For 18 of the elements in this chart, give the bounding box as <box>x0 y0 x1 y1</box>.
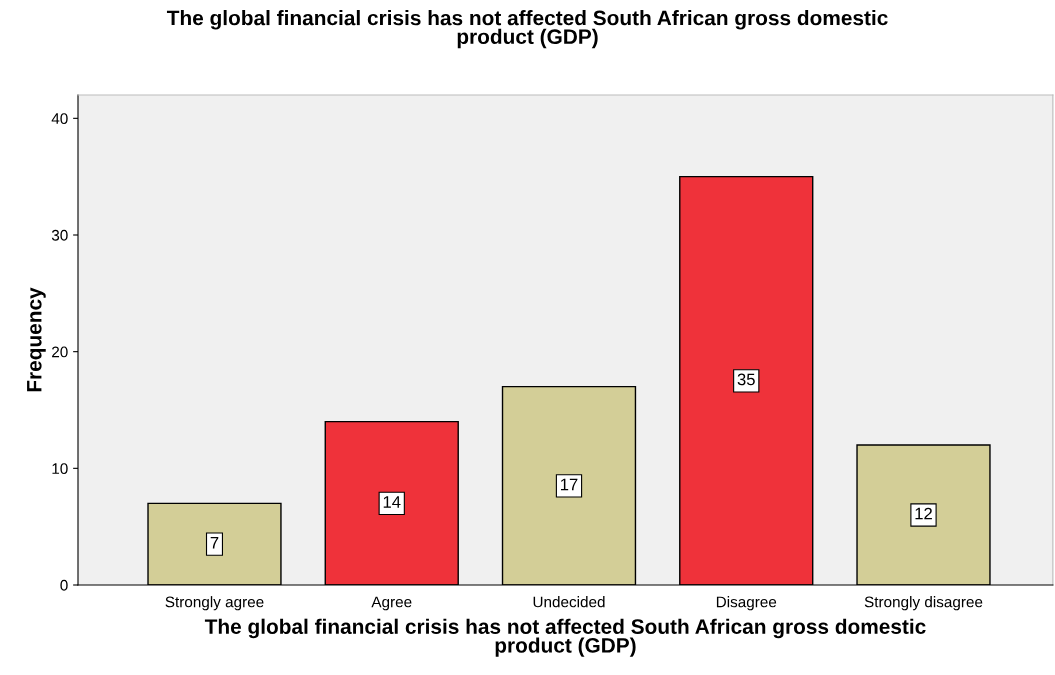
y-tick-label: 20 <box>52 346 68 358</box>
x-tick-label: Disagree <box>716 596 777 611</box>
x-tick-label: Strongly agree <box>165 596 264 611</box>
y-tick-label: 30 <box>51 229 68 241</box>
x-tick-label: Undecided <box>533 596 605 608</box>
data-label: 7 <box>210 537 219 549</box>
y-axis-title: Frequency <box>27 287 46 392</box>
y-tick-label: 0 <box>60 579 68 591</box>
y-tick-label: 10 <box>52 463 68 475</box>
y-tick-label: 40 <box>51 113 68 125</box>
chart-title: The global financial crisis has not affected South African gross domestic product (GDP) <box>166 10 888 49</box>
x-axis-title: The global financial crisis has not affected South African gross domestic product (GDP) <box>204 618 926 657</box>
data-label: 14 <box>383 496 401 508</box>
data-label: 17 <box>560 478 578 491</box>
x-tick-label: Agree <box>371 596 412 611</box>
data-label: 12 <box>915 507 932 520</box>
data-label: 35 <box>737 373 755 386</box>
x-tick-label: Strongly disagree <box>864 596 983 611</box>
